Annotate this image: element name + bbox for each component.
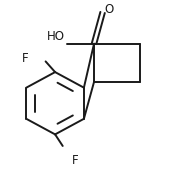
Text: HO: HO [47, 30, 65, 43]
Text: F: F [21, 52, 28, 65]
Text: F: F [72, 154, 78, 167]
Text: O: O [105, 3, 114, 16]
